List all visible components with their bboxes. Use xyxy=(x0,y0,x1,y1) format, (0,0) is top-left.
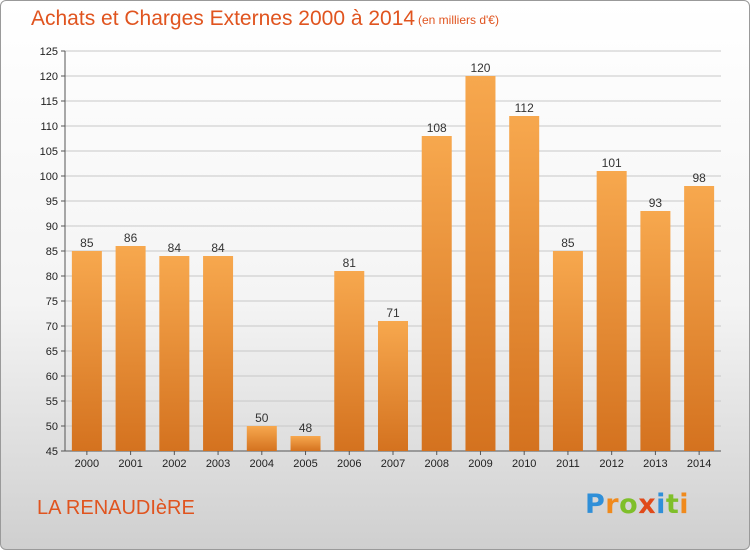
x-tick-label: 2014 xyxy=(687,458,711,470)
bar xyxy=(378,321,408,451)
data-label: 101 xyxy=(602,156,622,170)
logo-letter: o xyxy=(619,489,639,520)
x-tick-label: 2002 xyxy=(162,458,186,470)
x-tick-label: 2012 xyxy=(599,458,623,470)
y-tick-label: 50 xyxy=(46,421,58,433)
bar xyxy=(552,251,583,451)
x-tick-label: 2005 xyxy=(293,458,317,470)
logo-letter: i xyxy=(656,489,666,520)
data-label: 98 xyxy=(692,171,706,185)
data-label: 48 xyxy=(299,421,313,435)
axes: 45 50 55 60 65 70 75 80 85 90 95 100 105 110 115 120 125… xyxy=(40,46,721,470)
y-tick-label: 45 xyxy=(46,446,58,458)
y-tick-label: 85 xyxy=(46,246,58,258)
x-tick-label: 2001 xyxy=(118,458,142,470)
proxiti-logo[interactable]: Proxiti xyxy=(585,489,689,520)
logo-letter: i xyxy=(679,489,690,520)
x-tick-label: 2004 xyxy=(250,458,274,470)
x-tick-label: 2006 xyxy=(337,458,361,470)
unit-note: (en milliers d'€) xyxy=(418,13,499,27)
y-tick-label: 100 xyxy=(40,171,58,183)
bar xyxy=(203,256,234,451)
chart-title: Achats et Charges Externes 2000 à 2014 xyxy=(31,7,416,30)
y-tick-label: 80 xyxy=(46,271,58,283)
bar xyxy=(115,246,146,451)
y-tick-label: 115 xyxy=(40,96,58,108)
bar xyxy=(465,76,496,451)
labels: 85 86 84 84 50 48 81 71 108 120 112 85 101 93 98 xyxy=(80,61,706,435)
bar xyxy=(71,251,102,451)
y-tick-label: 105 xyxy=(40,146,58,158)
bar xyxy=(596,171,627,451)
logo-letter: t xyxy=(665,489,680,520)
x-tick-label: 2000 xyxy=(75,458,99,470)
x-tick-label: 2009 xyxy=(468,458,492,470)
y-tick-label: 70 xyxy=(46,321,58,333)
bar xyxy=(421,136,452,451)
bar xyxy=(684,186,715,451)
x-tick-label: 2010 xyxy=(512,458,536,470)
commune-name: LA RENAUDIèRE xyxy=(37,497,195,519)
y-tick-label: 120 xyxy=(40,71,58,83)
data-label: 112 xyxy=(515,101,534,115)
bar xyxy=(334,271,365,451)
data-label: 108 xyxy=(427,121,447,135)
logo-letter: x xyxy=(638,489,657,520)
x-tick-label: 2013 xyxy=(643,458,667,470)
bar xyxy=(159,256,190,451)
y-tick-label: 65 xyxy=(46,346,58,358)
y-tick-label: 90 xyxy=(46,221,58,233)
bar xyxy=(290,436,321,451)
logo-letter: r xyxy=(605,489,620,520)
data-label: 84 xyxy=(211,241,225,255)
y-tick-label: 95 xyxy=(46,196,58,208)
x-tick-label: 2008 xyxy=(424,458,448,470)
data-label: 50 xyxy=(255,411,269,425)
x-tick-label: 2003 xyxy=(206,458,230,470)
data-label: 81 xyxy=(343,256,357,270)
data-label: 85 xyxy=(561,236,575,250)
data-label: 71 xyxy=(386,306,400,320)
data-label: 85 xyxy=(80,236,94,250)
y-tick-label: 125 xyxy=(40,46,58,58)
bar xyxy=(246,426,277,451)
y-tick-label: 55 xyxy=(46,396,58,408)
logo-letter: P xyxy=(585,489,606,520)
x-tick-label: 2011 xyxy=(556,458,580,470)
y-tick-label: 60 xyxy=(46,371,58,383)
bars xyxy=(71,76,715,451)
y-tick-label: 110 xyxy=(40,121,58,133)
data-label: 120 xyxy=(470,61,490,75)
x-tick-label: 2007 xyxy=(381,458,405,470)
data-label: 84 xyxy=(168,241,182,255)
bar xyxy=(509,116,540,451)
bar xyxy=(640,211,671,451)
data-label: 86 xyxy=(124,231,138,245)
data-label: 93 xyxy=(649,196,663,210)
y-tick-label: 75 xyxy=(46,296,58,308)
